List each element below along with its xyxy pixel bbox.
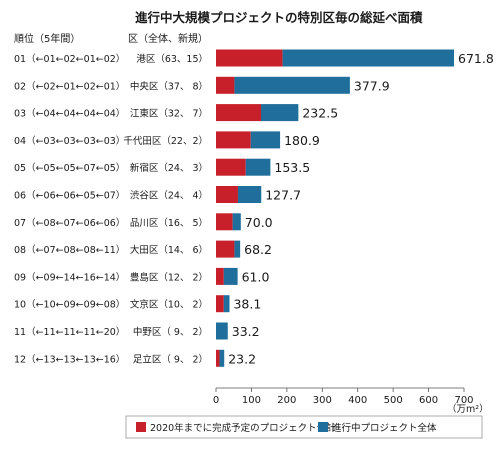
x-tick-label: 300 <box>313 395 332 406</box>
bar-completed <box>216 267 224 285</box>
ward-label: 新宿区（24、 3） <box>130 162 208 174</box>
total-value-label: 377.9 <box>354 78 390 93</box>
total-value-label: 38.1 <box>233 297 261 312</box>
chart-rows: 01（←01←02←01←02） 港区（63、15） 671.8 02（←02←01←… <box>14 49 494 367</box>
bar-remaining <box>216 322 228 340</box>
bar-completed <box>216 213 233 231</box>
bar-remaining <box>245 158 271 176</box>
ward-label: 豊島区（12、 2） <box>130 271 208 283</box>
bar-remaining <box>232 213 241 231</box>
total-value-label: 232.5 <box>302 106 338 121</box>
bar-remaining <box>234 76 350 94</box>
bar-remaining <box>219 349 225 367</box>
total-value-label: 180.9 <box>284 133 320 148</box>
ward-label: 文京区（10、 2） <box>130 299 208 311</box>
ward-label: 大田区（14、 6） <box>130 244 208 256</box>
bar-completed <box>216 49 283 67</box>
rank-label: 02（←02←01←02←01） <box>14 80 125 92</box>
rank-label: 05（←05←05←07←05） <box>14 162 125 174</box>
legend-swatch <box>136 422 146 432</box>
ward-label: 江東区（32、 7） <box>130 108 208 120</box>
bar-remaining <box>250 131 281 149</box>
total-value-label: 23.2 <box>228 351 256 366</box>
rank-label: 06（←06←06←05←07） <box>14 190 125 202</box>
rank-label: 04（←03←03←03←03） <box>14 135 125 147</box>
rank-label: 09（←09←14←16←14） <box>14 271 125 283</box>
total-value-label: 127.7 <box>265 188 301 203</box>
bar-completed <box>216 349 220 367</box>
rank-label: 08（←07←08←08←11） <box>14 244 125 256</box>
x-tick-label: 600 <box>419 395 438 406</box>
bar-completed <box>216 186 238 203</box>
bar-completed <box>216 240 235 258</box>
rank-label: 01（←01←02←01←02） <box>14 53 125 65</box>
rank-label: 03（←04←04←04←04） <box>14 108 125 120</box>
x-tick-label: 500 <box>384 395 403 406</box>
x-axis-ticks: 0 100 200 300 400 500 600 700 <box>213 388 474 406</box>
bar-remaining <box>234 240 241 258</box>
bar-completed <box>216 76 235 94</box>
total-value-label: 153.5 <box>274 160 310 175</box>
legend <box>125 415 483 439</box>
rank-label: 11（←11←11←11←20） <box>14 326 125 338</box>
rank-column-header: 順位（5年間） <box>14 32 80 45</box>
bar-completed <box>216 131 251 149</box>
bar-remaining <box>282 49 455 67</box>
ward-column-header: 区（全体、新規） <box>128 32 208 45</box>
ward-label: 港区（63、15） <box>136 53 208 65</box>
bar-completed <box>216 295 224 313</box>
ward-label: 渋谷区（24、 4） <box>130 190 208 202</box>
ward-label: 中野区（ 9、 2） <box>133 326 208 338</box>
rank-label: 10（←10←09←09←08） <box>14 299 125 311</box>
ward-label: 足立区（ 9、 2） <box>133 353 208 365</box>
x-tick-label: 400 <box>348 395 367 406</box>
bar-remaining <box>237 186 262 203</box>
bar-remaining <box>223 295 230 313</box>
total-value-label: 61.0 <box>242 269 270 284</box>
bar-completed <box>216 158 246 176</box>
legend-label: 2020年までに完成予定のプロジェクト合計 <box>150 422 336 434</box>
total-value-label: 68.2 <box>244 242 272 257</box>
total-value-label: 671.8 <box>458 51 494 66</box>
bar-remaining <box>260 104 299 122</box>
x-tick-label: 100 <box>242 395 261 406</box>
ward-label: 中央区（37、 8） <box>130 80 208 92</box>
total-value-label: 33.2 <box>232 324 260 339</box>
bar-completed <box>216 104 261 122</box>
total-value-label: 70.0 <box>245 215 273 230</box>
x-tick-label: 0 <box>213 395 219 406</box>
rank-label: 07（←08←07←06←06） <box>14 217 125 229</box>
ward-label: 品川区（16、 5） <box>130 217 208 229</box>
ward-label: 千代田区（22、2） <box>123 135 208 147</box>
x-tick-label: 700 <box>454 395 473 406</box>
legend-swatch <box>318 422 328 432</box>
bar-remaining <box>223 267 238 285</box>
legend-label: 進行中プロジェクト全体 <box>332 422 437 434</box>
rank-label: 12（←13←13←13←16） <box>14 353 125 365</box>
x-axis-unit: （万m²） <box>447 403 489 415</box>
x-tick-label: 200 <box>277 395 296 406</box>
chart-title: 進行中大規模プロジェクトの特別区毎の総延べ面積 <box>135 10 423 25</box>
